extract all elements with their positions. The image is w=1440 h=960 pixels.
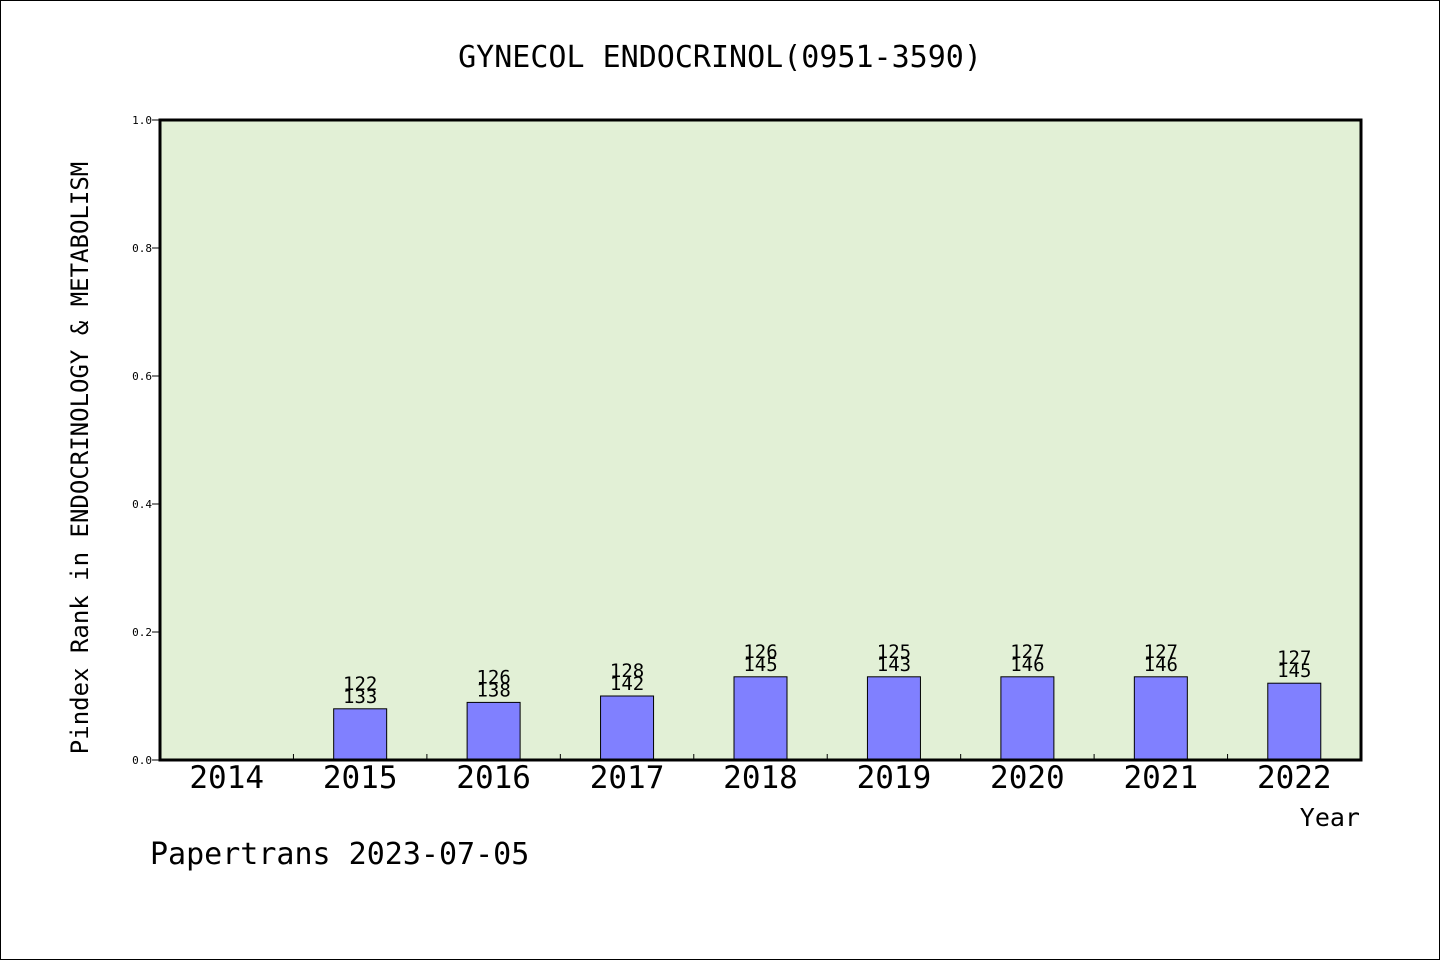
y-tick-label: 0.8 <box>132 242 152 255</box>
bar-total-label: 143 <box>877 654 911 676</box>
x-axis: 2014 2015 2016 2017 2018 2019 2020 2021 2022 <box>189 754 1332 796</box>
bar-total-label: 145 <box>1277 660 1311 682</box>
footer-credit: Papertrans 2023-07-05 <box>150 837 529 872</box>
bar-total-label: 145 <box>743 654 777 676</box>
bar-2017 <box>600 695 655 761</box>
bar-2018 <box>733 676 788 761</box>
plot-area <box>158 118 1363 762</box>
chart-title: GYNECOL ENDOCRINOL(0951-3590) <box>458 40 982 75</box>
y-axis-label: Pindex Rank in ENDOCRINOLOGY & METABOLIS… <box>66 162 94 754</box>
plot-border <box>158 118 1363 762</box>
bar-total-label: 146 <box>1144 654 1178 676</box>
bar-total-label: 142 <box>610 673 644 695</box>
bar-2016 <box>466 701 521 761</box>
bars: 1221331261381281421261451251431271461271… <box>333 641 1322 761</box>
bar-2015 <box>333 708 388 761</box>
bar-rank-label: 127 <box>1277 647 1311 669</box>
x-tick-label: 2019 <box>857 760 932 796</box>
bar-2019 <box>866 676 921 761</box>
bar-rank-label: 126 <box>476 666 510 688</box>
bar-rank-label: 126 <box>743 641 777 663</box>
bar-rank-label: 122 <box>343 673 377 695</box>
x-tick-label: 2021 <box>1124 760 1199 796</box>
bar-rank-label: 127 <box>1144 641 1178 663</box>
y-axis: 0.0 0.2 0.4 0.6 0.8 1.0 <box>132 114 160 767</box>
x-tick-label: 2022 <box>1257 760 1332 796</box>
x-tick-label: 2020 <box>990 760 1065 796</box>
x-axis-label: Year <box>1300 803 1360 832</box>
bar-rank-label: 125 <box>877 641 911 663</box>
x-tick-label: 2017 <box>590 760 665 796</box>
bar-total-label: 133 <box>343 686 377 708</box>
x-tick-label: 2014 <box>189 760 264 796</box>
x-tick-label: 2015 <box>323 760 398 796</box>
bar-rank-label: 128 <box>610 660 644 682</box>
bar-rank-label: 127 <box>1010 641 1044 663</box>
x-tick-label: 2018 <box>723 760 798 796</box>
y-tick-label: 0.4 <box>132 498 152 511</box>
x-tick-label: 2016 <box>456 760 531 796</box>
bar-2021 <box>1133 676 1188 761</box>
bar-2022 <box>1267 682 1322 761</box>
y-tick-label: 0.6 <box>132 370 152 383</box>
y-tick-label: 0.2 <box>132 626 152 639</box>
bar-total-label: 146 <box>1010 654 1044 676</box>
y-tick-label: 0.0 <box>132 754 152 767</box>
bar-total-label: 138 <box>476 679 510 701</box>
bar-2020 <box>1000 676 1055 761</box>
y-tick-label: 1.0 <box>132 114 152 127</box>
